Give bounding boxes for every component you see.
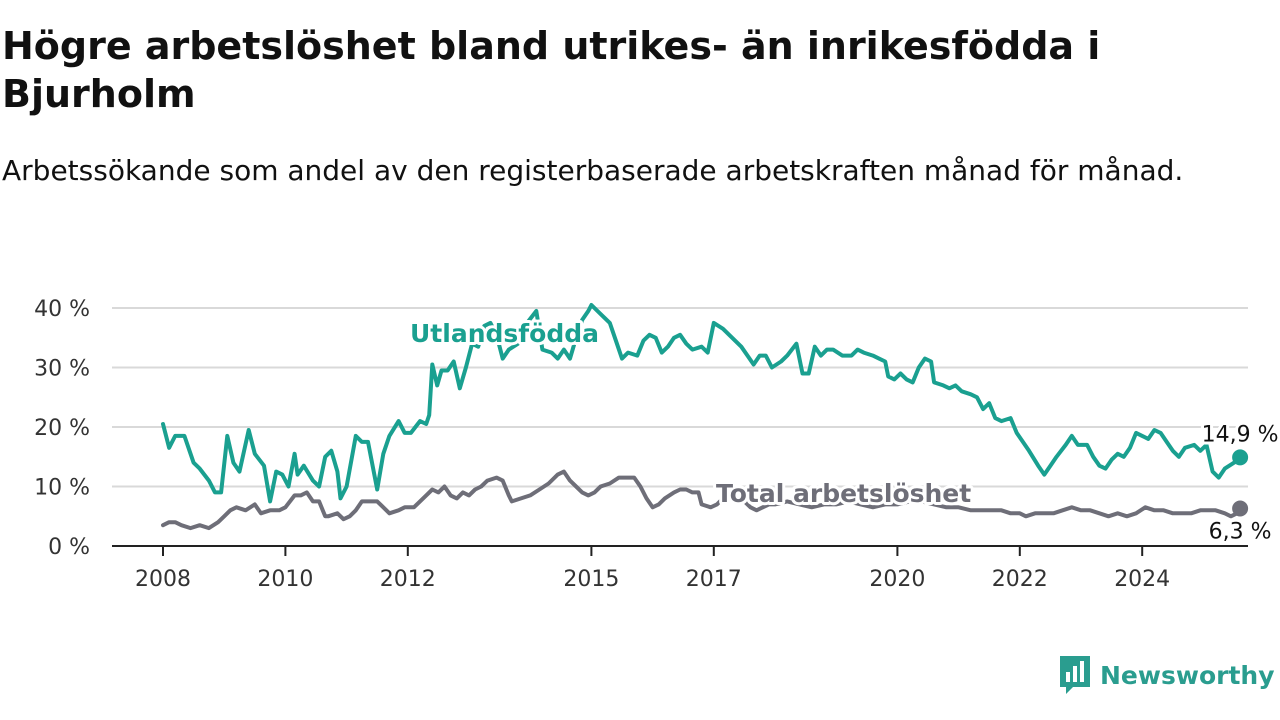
series-lines [161,303,1243,531]
y-tick-label: 40 % [34,297,90,322]
x-tick-label: 2020 [869,567,925,592]
series-labels: Utlandsfödda Total arbetslöshet [407,316,974,511]
chart-subtitle: Arbetssökande som andel av den registerb… [2,154,1184,187]
x-tick-label: 2022 [992,567,1048,592]
newsworthy-logo-icon [1060,656,1090,694]
series-line-foreign [161,303,1243,504]
x-tick-label: 2010 [257,567,313,592]
brand-name: Newsworthy [1100,660,1275,690]
x-axis-ticks: 2008 2010 2012 2015 2017 2020 2022 2024 [135,546,1170,592]
gridlines [112,307,1248,547]
x-tick-label: 2008 [135,567,191,592]
end-markers: 14,9 % 6,3 % [1199,419,1280,547]
newsworthy-brand: Newsworthy [1058,654,1275,696]
series-label-total: Total arbetslöshet [716,479,971,508]
end-value-label-total: 6,3 % [1209,520,1272,545]
x-tick-label: 2015 [563,567,619,592]
y-tick-label: 20 % [34,416,90,441]
y-tick-label: 30 % [34,357,90,382]
series-label-utlandsfodda: Utlandsfödda [410,319,599,348]
end-point-foreign [1232,449,1249,466]
chart-title: Högre arbetslöshet bland utrikes- än inr… [2,24,1101,116]
x-tick-label: 2017 [686,567,742,592]
end-value-label-utlandsfodda: 14,9 % [1202,422,1279,447]
y-tick-label: 10 % [34,476,90,501]
series-line-total [161,469,1243,531]
x-tick-label: 2012 [380,567,436,592]
end-point-total [1232,500,1249,517]
y-tick-label: 0 % [48,535,90,560]
y-axis-ticks: 0 % 10 % 20 % 30 % 40 % [34,297,90,560]
x-tick-label: 2024 [1114,567,1170,592]
